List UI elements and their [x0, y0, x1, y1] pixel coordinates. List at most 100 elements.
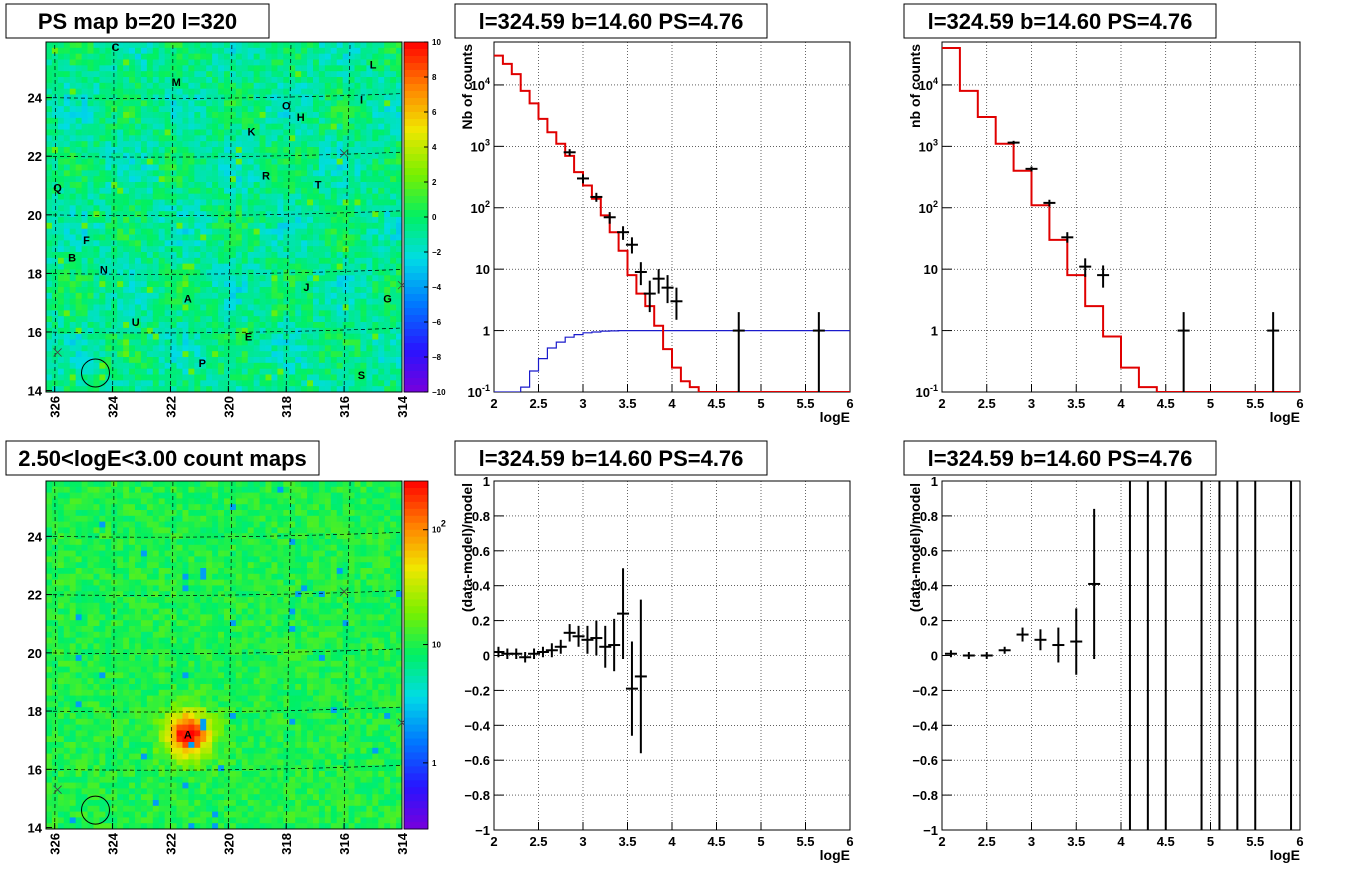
colorbar-cell — [404, 112, 428, 120]
map-cell — [75, 199, 82, 206]
map-cell — [229, 141, 237, 148]
map-cell — [81, 510, 88, 517]
map-cell — [57, 222, 65, 230]
map-cell — [348, 53, 355, 60]
map-cell — [158, 562, 166, 569]
map-cell — [105, 631, 112, 638]
map-cell — [247, 71, 255, 78]
map-cell — [63, 362, 71, 370]
map-cell — [111, 42, 118, 49]
map-cell — [194, 228, 201, 235]
map-cell — [301, 269, 308, 276]
map-cell — [271, 240, 278, 247]
map-cell — [271, 234, 278, 241]
map-cell — [224, 263, 231, 270]
map-cell — [46, 100, 53, 107]
map-cell — [129, 718, 136, 725]
map-cell — [111, 228, 118, 235]
map-cell — [247, 123, 255, 130]
colorbar-cell — [404, 350, 428, 358]
map-cell — [146, 152, 154, 160]
map-cell — [146, 164, 154, 171]
map-cell — [81, 53, 88, 60]
map-cell — [129, 234, 136, 241]
map-cell — [360, 217, 367, 224]
map-cell — [206, 82, 213, 90]
map-cell — [164, 316, 171, 323]
map-cell — [93, 614, 100, 621]
map-cell — [271, 47, 278, 55]
map-cell — [354, 53, 361, 60]
map-cell — [93, 649, 100, 656]
map-cell — [111, 614, 118, 621]
map-cell — [289, 316, 296, 323]
map-cell — [152, 176, 160, 183]
map-cell — [75, 718, 82, 725]
map-cell — [229, 292, 237, 300]
map-cell — [318, 59, 326, 66]
map-cell — [307, 135, 314, 142]
map-cell — [235, 357, 243, 364]
map-cell — [105, 550, 112, 557]
map-cell — [99, 327, 106, 335]
map-cell — [75, 637, 82, 644]
map-cell — [372, 176, 379, 183]
map-cell — [140, 368, 148, 375]
map-cell — [366, 65, 373, 72]
map-cell — [390, 310, 397, 317]
map-cell — [46, 269, 53, 276]
map-cell — [176, 351, 183, 358]
map-cell — [212, 53, 219, 60]
map-cell — [75, 59, 82, 66]
map-cell — [390, 117, 397, 125]
map-cell — [123, 246, 130, 253]
map-cell — [318, 182, 326, 189]
map-cell — [247, 269, 255, 276]
map-cell — [241, 222, 249, 230]
map-cell — [69, 170, 77, 177]
map-cell — [81, 515, 88, 522]
map-cell — [170, 211, 177, 218]
map-cell — [164, 579, 171, 586]
map-cell — [81, 811, 88, 818]
map-cell — [241, 147, 249, 154]
map-cell — [87, 626, 94, 633]
map-cell — [51, 765, 59, 772]
map-cell — [241, 380, 249, 387]
map-cell — [360, 176, 367, 183]
map-cell — [330, 187, 338, 195]
map-cell — [206, 106, 213, 113]
map-cell — [372, 187, 379, 195]
map-cell — [265, 298, 272, 305]
map-cell — [69, 492, 77, 499]
map-cell — [265, 322, 272, 329]
map-cell — [212, 351, 219, 358]
map-cell — [123, 205, 130, 212]
map-cell — [360, 234, 367, 241]
map-cell — [111, 562, 118, 569]
map-cell — [57, 333, 65, 340]
map-cell — [194, 106, 201, 113]
map-cell — [259, 152, 266, 160]
map-cell — [152, 602, 160, 609]
map-cell — [235, 351, 243, 358]
map-cell — [229, 94, 237, 101]
colorbar-cell — [404, 371, 428, 379]
map-cell — [87, 211, 94, 218]
map-cell — [247, 234, 255, 241]
map-cell — [105, 351, 112, 358]
map-cell — [146, 65, 154, 72]
map-cell — [111, 292, 118, 300]
map-cell — [81, 351, 88, 358]
map-cell — [57, 182, 65, 189]
map-cell — [81, 602, 88, 609]
map-cell — [390, 240, 397, 247]
map-cell — [342, 327, 349, 335]
map-cell — [57, 631, 65, 638]
map-cell — [354, 77, 361, 84]
map-cell — [372, 106, 379, 113]
map-cell — [158, 374, 166, 381]
map-cell — [253, 42, 260, 49]
map-cell — [229, 112, 237, 119]
map-cell — [194, 42, 201, 49]
